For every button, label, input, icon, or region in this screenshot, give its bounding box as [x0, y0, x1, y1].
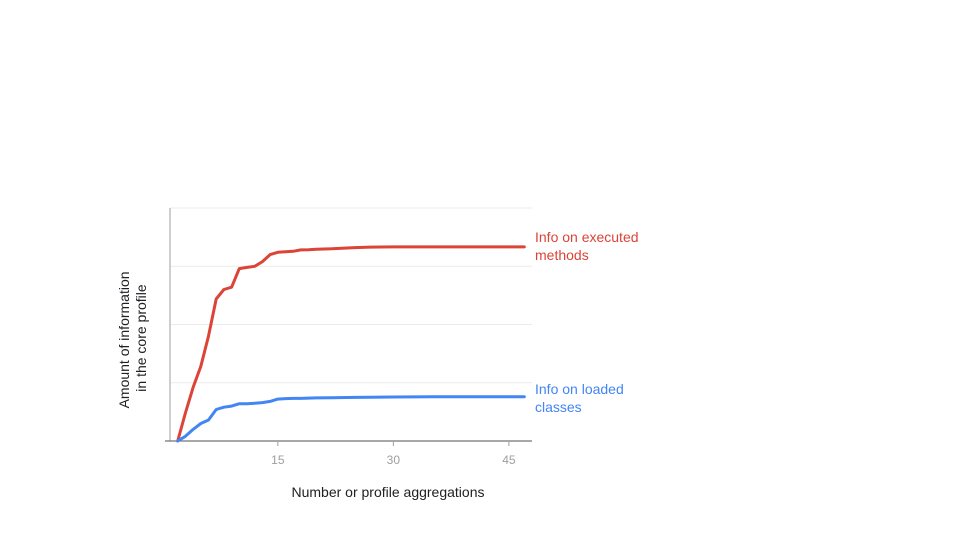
series-label: Info on loaded classes: [535, 381, 624, 415]
series-line: [176, 245, 526, 443]
series-labels: Info on executed methods Info on loaded cla…: [535, 229, 639, 415]
y-axis-title-line-1: Amount of information: [116, 271, 132, 408]
y-axis-title-line-2: in the core profile: [133, 284, 149, 392]
series-label-line: Info on executed: [535, 229, 639, 245]
x-tick-label: 15: [271, 453, 285, 467]
grid-lines: [170, 207, 532, 384]
series-label-line: methods: [535, 247, 589, 263]
series-label-line: classes: [535, 399, 582, 415]
y-axis-title: Amount of information in the core profil…: [116, 268, 149, 409]
x-axis-ticks: 15 30 45: [271, 441, 516, 467]
x-axis-title: Number or profile aggregations: [292, 484, 485, 500]
series-lines: [176, 245, 526, 443]
x-tick-label: 30: [387, 453, 401, 467]
series-line: [176, 395, 526, 443]
series-label: Info on executed methods: [535, 229, 639, 263]
series-label-line: Info on loaded: [535, 381, 624, 397]
x-tick-label: 45: [502, 453, 516, 467]
